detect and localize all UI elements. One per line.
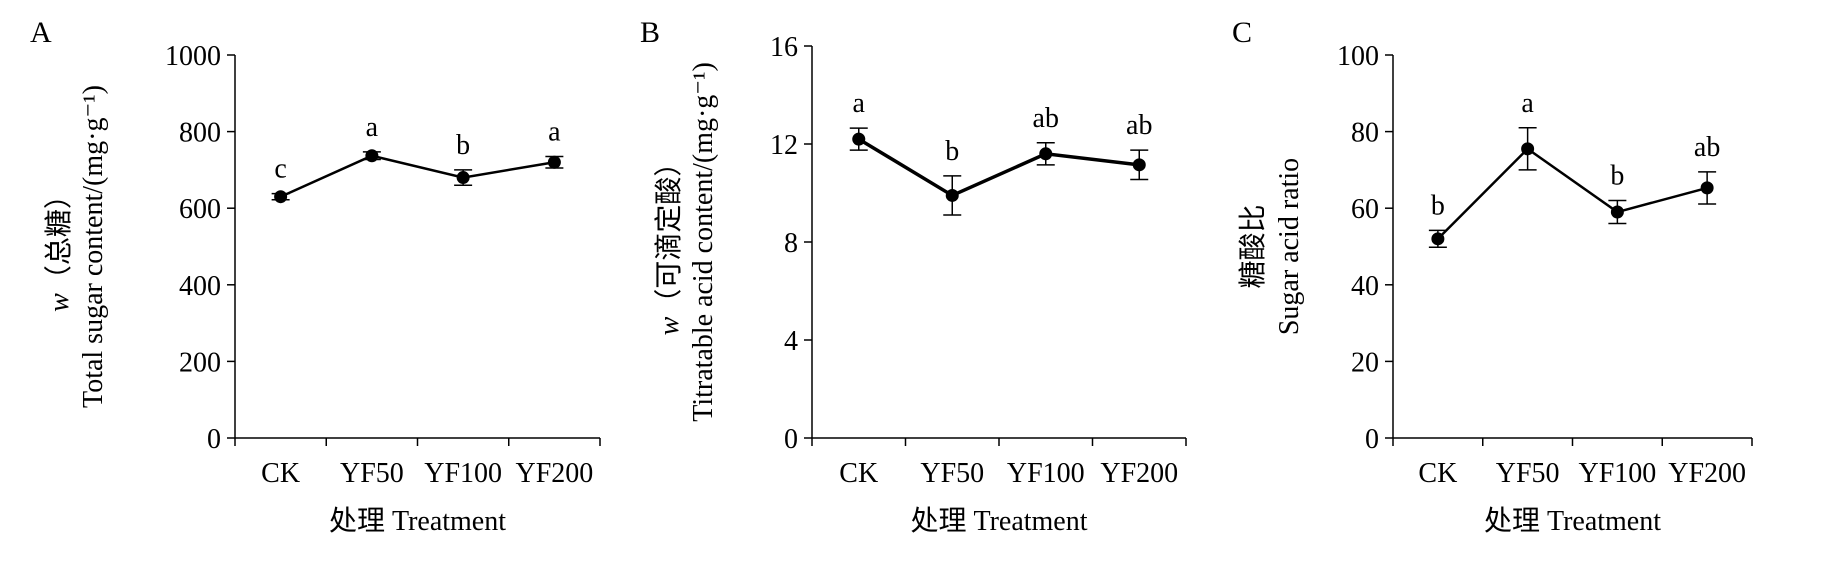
panel-letter: A <box>30 16 52 49</box>
series-line <box>857 137 1140 198</box>
y-tick-label: 0 <box>207 424 221 455</box>
data-point <box>1039 147 1053 161</box>
y-tick-label: 60 <box>1351 194 1379 225</box>
y-axis-label-cn-text: （可滴定酸） <box>653 149 685 317</box>
significance-label: ab <box>1694 132 1720 163</box>
y-tick-label: 200 <box>179 347 221 378</box>
x-tick-label: YF50 <box>920 458 984 489</box>
data-point <box>547 155 561 169</box>
y-tick-label: 40 <box>1351 271 1379 302</box>
significance-label: a <box>853 88 866 119</box>
x-tick-label: YF50 <box>340 458 404 489</box>
data-point <box>1431 232 1445 246</box>
data-point <box>1521 142 1535 156</box>
y-axis-label-cn-text: （总糖） <box>43 181 75 293</box>
data-point <box>1610 205 1624 219</box>
y-axis-label-cn: w（可滴定酸） <box>653 149 685 336</box>
significance-label: b <box>945 136 959 167</box>
y-tick-label: 600 <box>179 194 221 225</box>
data-point <box>365 149 379 163</box>
data-point <box>1700 181 1714 195</box>
x-tick-label: CK <box>839 458 878 489</box>
y-tick-label: 0 <box>784 424 798 455</box>
data-point <box>852 132 866 146</box>
significance-label: ab <box>1126 110 1152 141</box>
x-axis-label: 处理 Treatment <box>329 505 506 537</box>
y-tick-label: 16 <box>770 32 798 63</box>
x-tick-label: YF50 <box>1496 458 1560 489</box>
chart-panel-a: A 0 200 400 600 800 1000 CK YF50 YF100 YF200 处理 Tre… <box>30 16 601 537</box>
significance-label: a <box>1521 88 1534 119</box>
y-tick-label: 12 <box>770 130 798 161</box>
y-tick-label: 400 <box>179 271 221 302</box>
data-point <box>274 190 288 204</box>
series-line <box>1436 147 1708 240</box>
y-axis-label-var: w <box>654 316 685 335</box>
panel-letter: B <box>640 16 660 49</box>
x-tick-label: CK <box>261 458 300 489</box>
y-tick-label: 20 <box>1351 347 1379 378</box>
significance-label: a <box>366 112 379 143</box>
x-tick-label: YF100 <box>424 458 502 489</box>
y-tick-label: 800 <box>179 118 221 149</box>
data-point <box>1132 158 1146 172</box>
y-tick-label: 80 <box>1351 118 1379 149</box>
x-tick-label: YF100 <box>1578 458 1656 489</box>
panel-letter: C <box>1232 16 1252 49</box>
x-tick-label: YF200 <box>515 458 593 489</box>
y-tick-label: 8 <box>784 228 798 259</box>
x-tick-label: YF200 <box>1668 458 1746 489</box>
y-axis-label-cn: w（总糖） <box>43 181 75 312</box>
y-axis-label: Total sugar content/(mg·g⁻¹) <box>78 85 109 408</box>
significance-label: b <box>1431 190 1445 221</box>
data-point <box>945 188 959 202</box>
x-tick-label: CK <box>1418 458 1457 489</box>
data-point <box>456 171 470 185</box>
x-axis-label: 处理 Treatment <box>910 505 1087 537</box>
significance-label: b <box>1610 161 1624 192</box>
significance-label: ab <box>1033 103 1059 134</box>
x-tick-label: YF100 <box>1007 458 1085 489</box>
x-tick-label: YF200 <box>1100 458 1178 489</box>
y-axis-label-cn: 糖酸比 <box>1237 204 1269 288</box>
significance-label: a <box>548 116 561 147</box>
x-axis-label: 处理 Treatment <box>1484 505 1661 537</box>
y-tick-label: 0 <box>1365 424 1379 455</box>
chart-panel-b: B 0 4 8 12 16 CK YF50 YF100 YF200 处理 Treatment w（可滴… <box>640 16 1187 537</box>
y-axis-label-var: w <box>44 293 75 312</box>
y-tick-label: 1000 <box>165 41 221 72</box>
y-axis-label: Titratable acid content/(mg·g⁻¹) <box>688 62 719 422</box>
y-tick-label: 4 <box>784 326 798 357</box>
y-tick-label: 100 <box>1337 41 1379 72</box>
series-line <box>280 154 555 198</box>
y-axis-label: Sugar acid ratio <box>1274 158 1305 335</box>
significance-label: c <box>274 154 286 185</box>
significance-label: b <box>456 130 470 161</box>
